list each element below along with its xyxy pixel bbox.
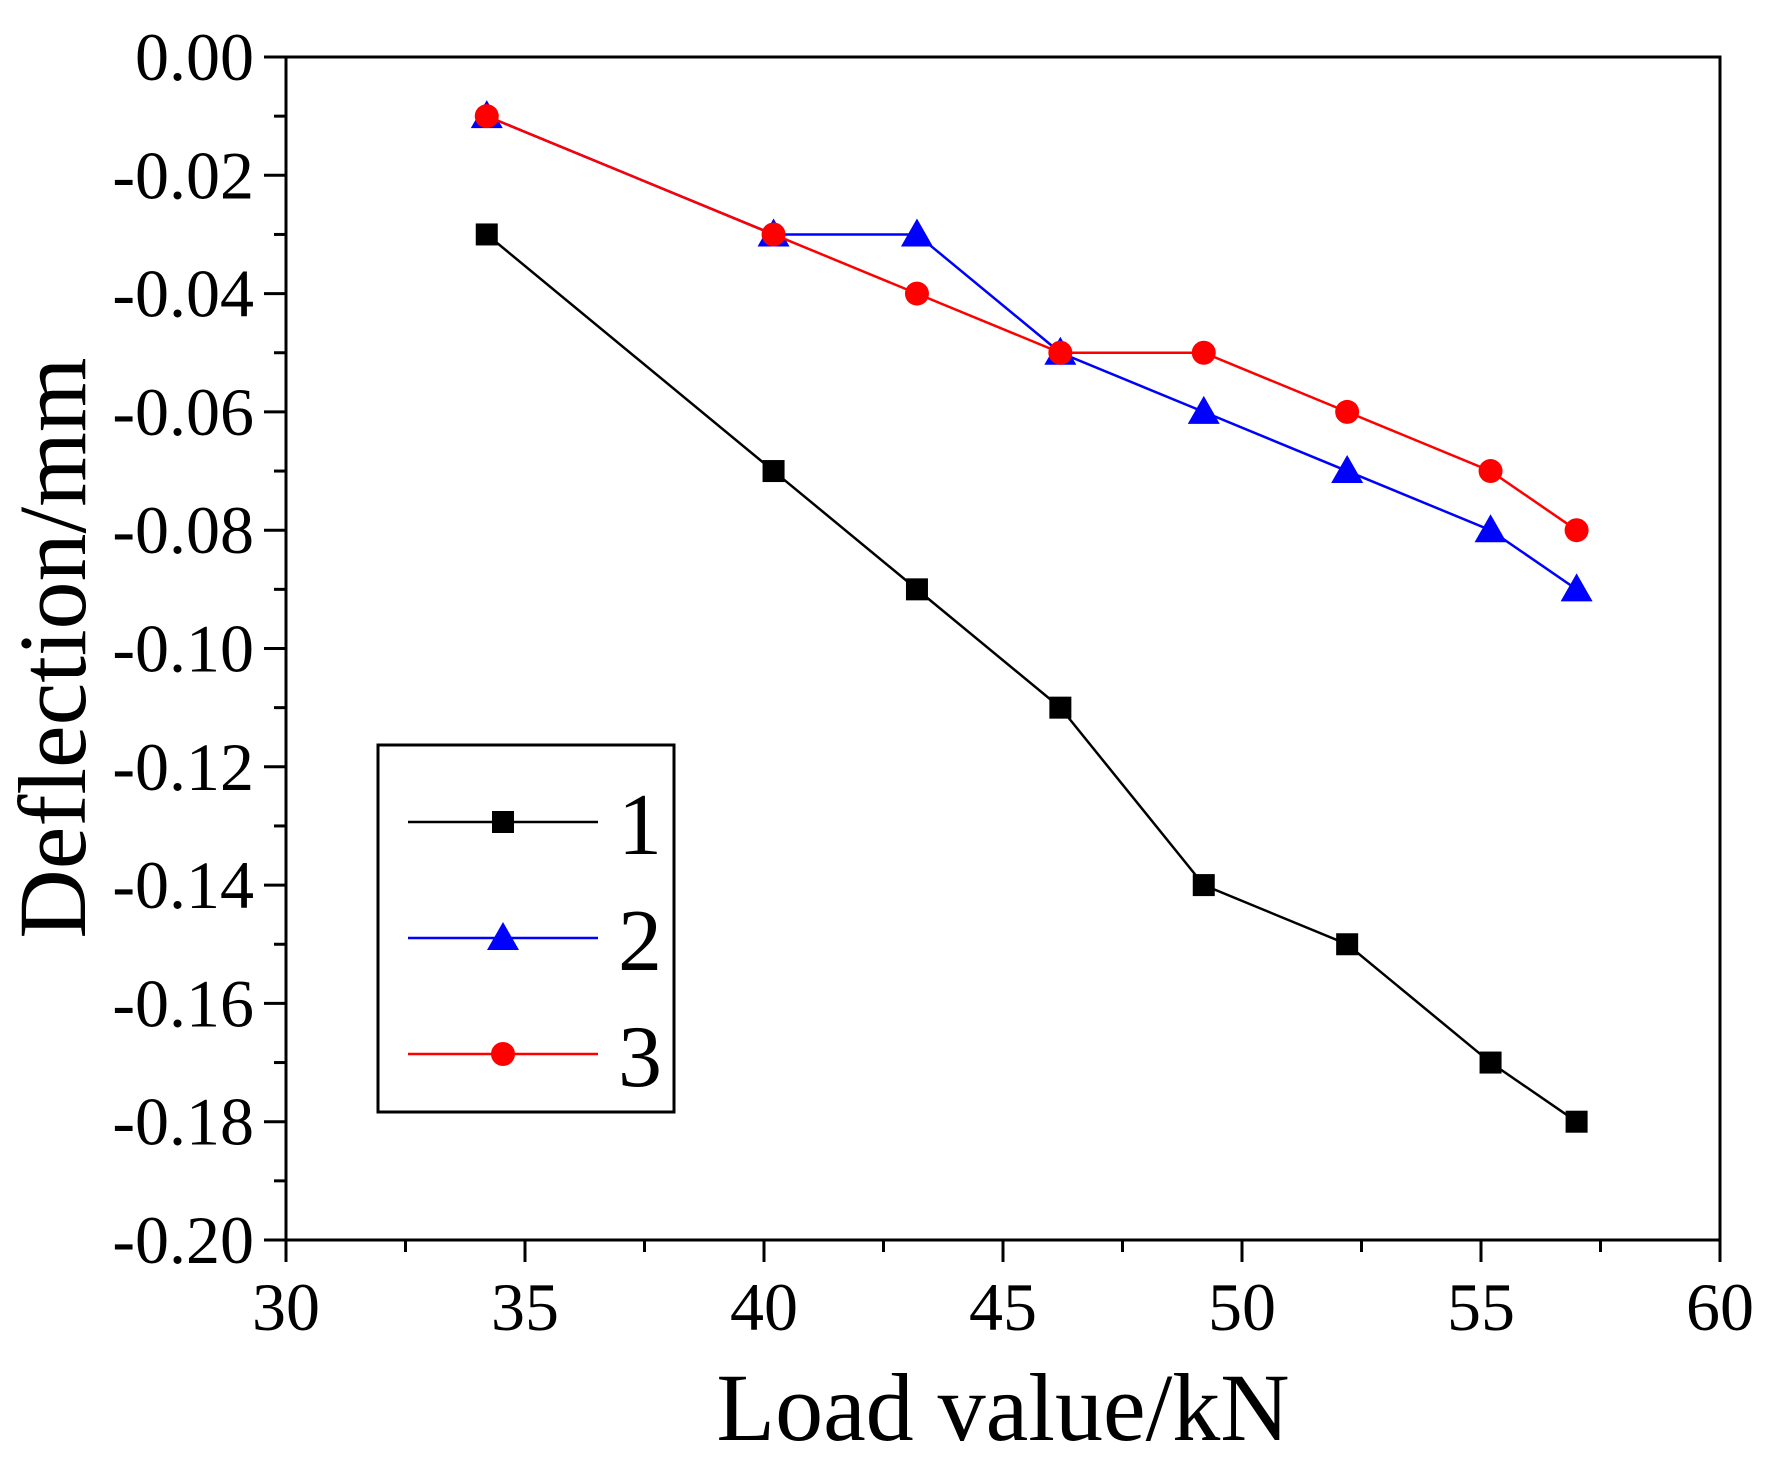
series-1-line: [485, 233, 1578, 1123]
series-3-point: [1478, 459, 1503, 484]
x-axis-ticks: 30 35 40 45 50 55 60: [252, 1240, 1754, 1345]
series-2-point: [1187, 395, 1220, 424]
legend-items: 1 2 3: [408, 777, 662, 1106]
legend-label: 3: [618, 1009, 662, 1106]
series-3-line: [486, 114, 1578, 532]
legend-item-3: 3: [408, 1009, 662, 1106]
series-1-point: [1049, 696, 1072, 719]
series-1-point: [762, 460, 785, 483]
series-3: [474, 104, 1589, 543]
series-2-point: [1474, 514, 1507, 543]
y-tick-label: -0.04: [112, 256, 254, 332]
legend-marker: [492, 811, 514, 833]
y-tick-label: -0.18: [112, 1084, 254, 1160]
x-tick-label: 45: [969, 1269, 1037, 1345]
y-tick-label: -0.10: [112, 611, 254, 687]
x-tick-label: 40: [730, 1269, 798, 1345]
series-1-point: [1479, 1051, 1502, 1074]
y-tick-label: -0.20: [112, 1202, 254, 1278]
series-1-point: [1192, 874, 1215, 897]
series-2-point: [1331, 455, 1364, 484]
y-tick-label: 0.00: [135, 19, 254, 95]
series-2-line: [486, 114, 1578, 591]
series-3-point: [1335, 399, 1360, 424]
series-layer: [470, 100, 1593, 1133]
series-1-point: [1565, 1110, 1588, 1133]
series-1: [475, 223, 1588, 1133]
x-axis-label: Load value/kN: [716, 1354, 1289, 1461]
series-3-point: [761, 222, 786, 247]
y-tick-label: -0.16: [112, 965, 254, 1041]
legend: 1 2 3: [376, 743, 676, 1114]
series-2: [470, 100, 1593, 602]
y-axis-ticks: 0.00 -0.02 -0.04 -0.06 -0.08 -0.10 -0.12 -0.14 -…: [112, 19, 286, 1278]
y-tick-label: -0.06: [112, 374, 254, 450]
legend-marker: [491, 1042, 515, 1066]
series-1-point: [905, 578, 928, 601]
y-tick-label: -0.02: [112, 137, 254, 213]
legend-item-1: 1: [408, 777, 662, 874]
y-tick-label: -0.08: [112, 492, 254, 568]
series-3-point: [1191, 340, 1216, 365]
y-tick-label: -0.12: [112, 729, 254, 805]
series-1-point: [1336, 933, 1359, 956]
x-tick-label: 50: [1208, 1269, 1276, 1345]
x-tick-label: 35: [491, 1269, 559, 1345]
legend-item-2: 2: [408, 893, 662, 990]
legend-marker: [487, 922, 519, 950]
x-tick-label: 55: [1447, 1269, 1515, 1345]
series-3-point: [1564, 518, 1589, 543]
series-2-point: [900, 218, 933, 247]
legend-label: 2: [618, 893, 662, 990]
series-3-point: [1048, 340, 1073, 365]
series-3-point: [904, 281, 929, 306]
legend-label: 1: [618, 777, 662, 874]
y-tick-label: -0.14: [112, 847, 254, 923]
x-tick-label: 30: [252, 1269, 320, 1345]
series-3-point: [474, 104, 499, 129]
x-tick-label: 60: [1686, 1269, 1754, 1345]
y-axis-label: Deflection/mm: [0, 357, 106, 938]
series-1-point: [475, 223, 498, 246]
series-2-point: [1560, 573, 1593, 602]
legend-box: [376, 743, 676, 1114]
